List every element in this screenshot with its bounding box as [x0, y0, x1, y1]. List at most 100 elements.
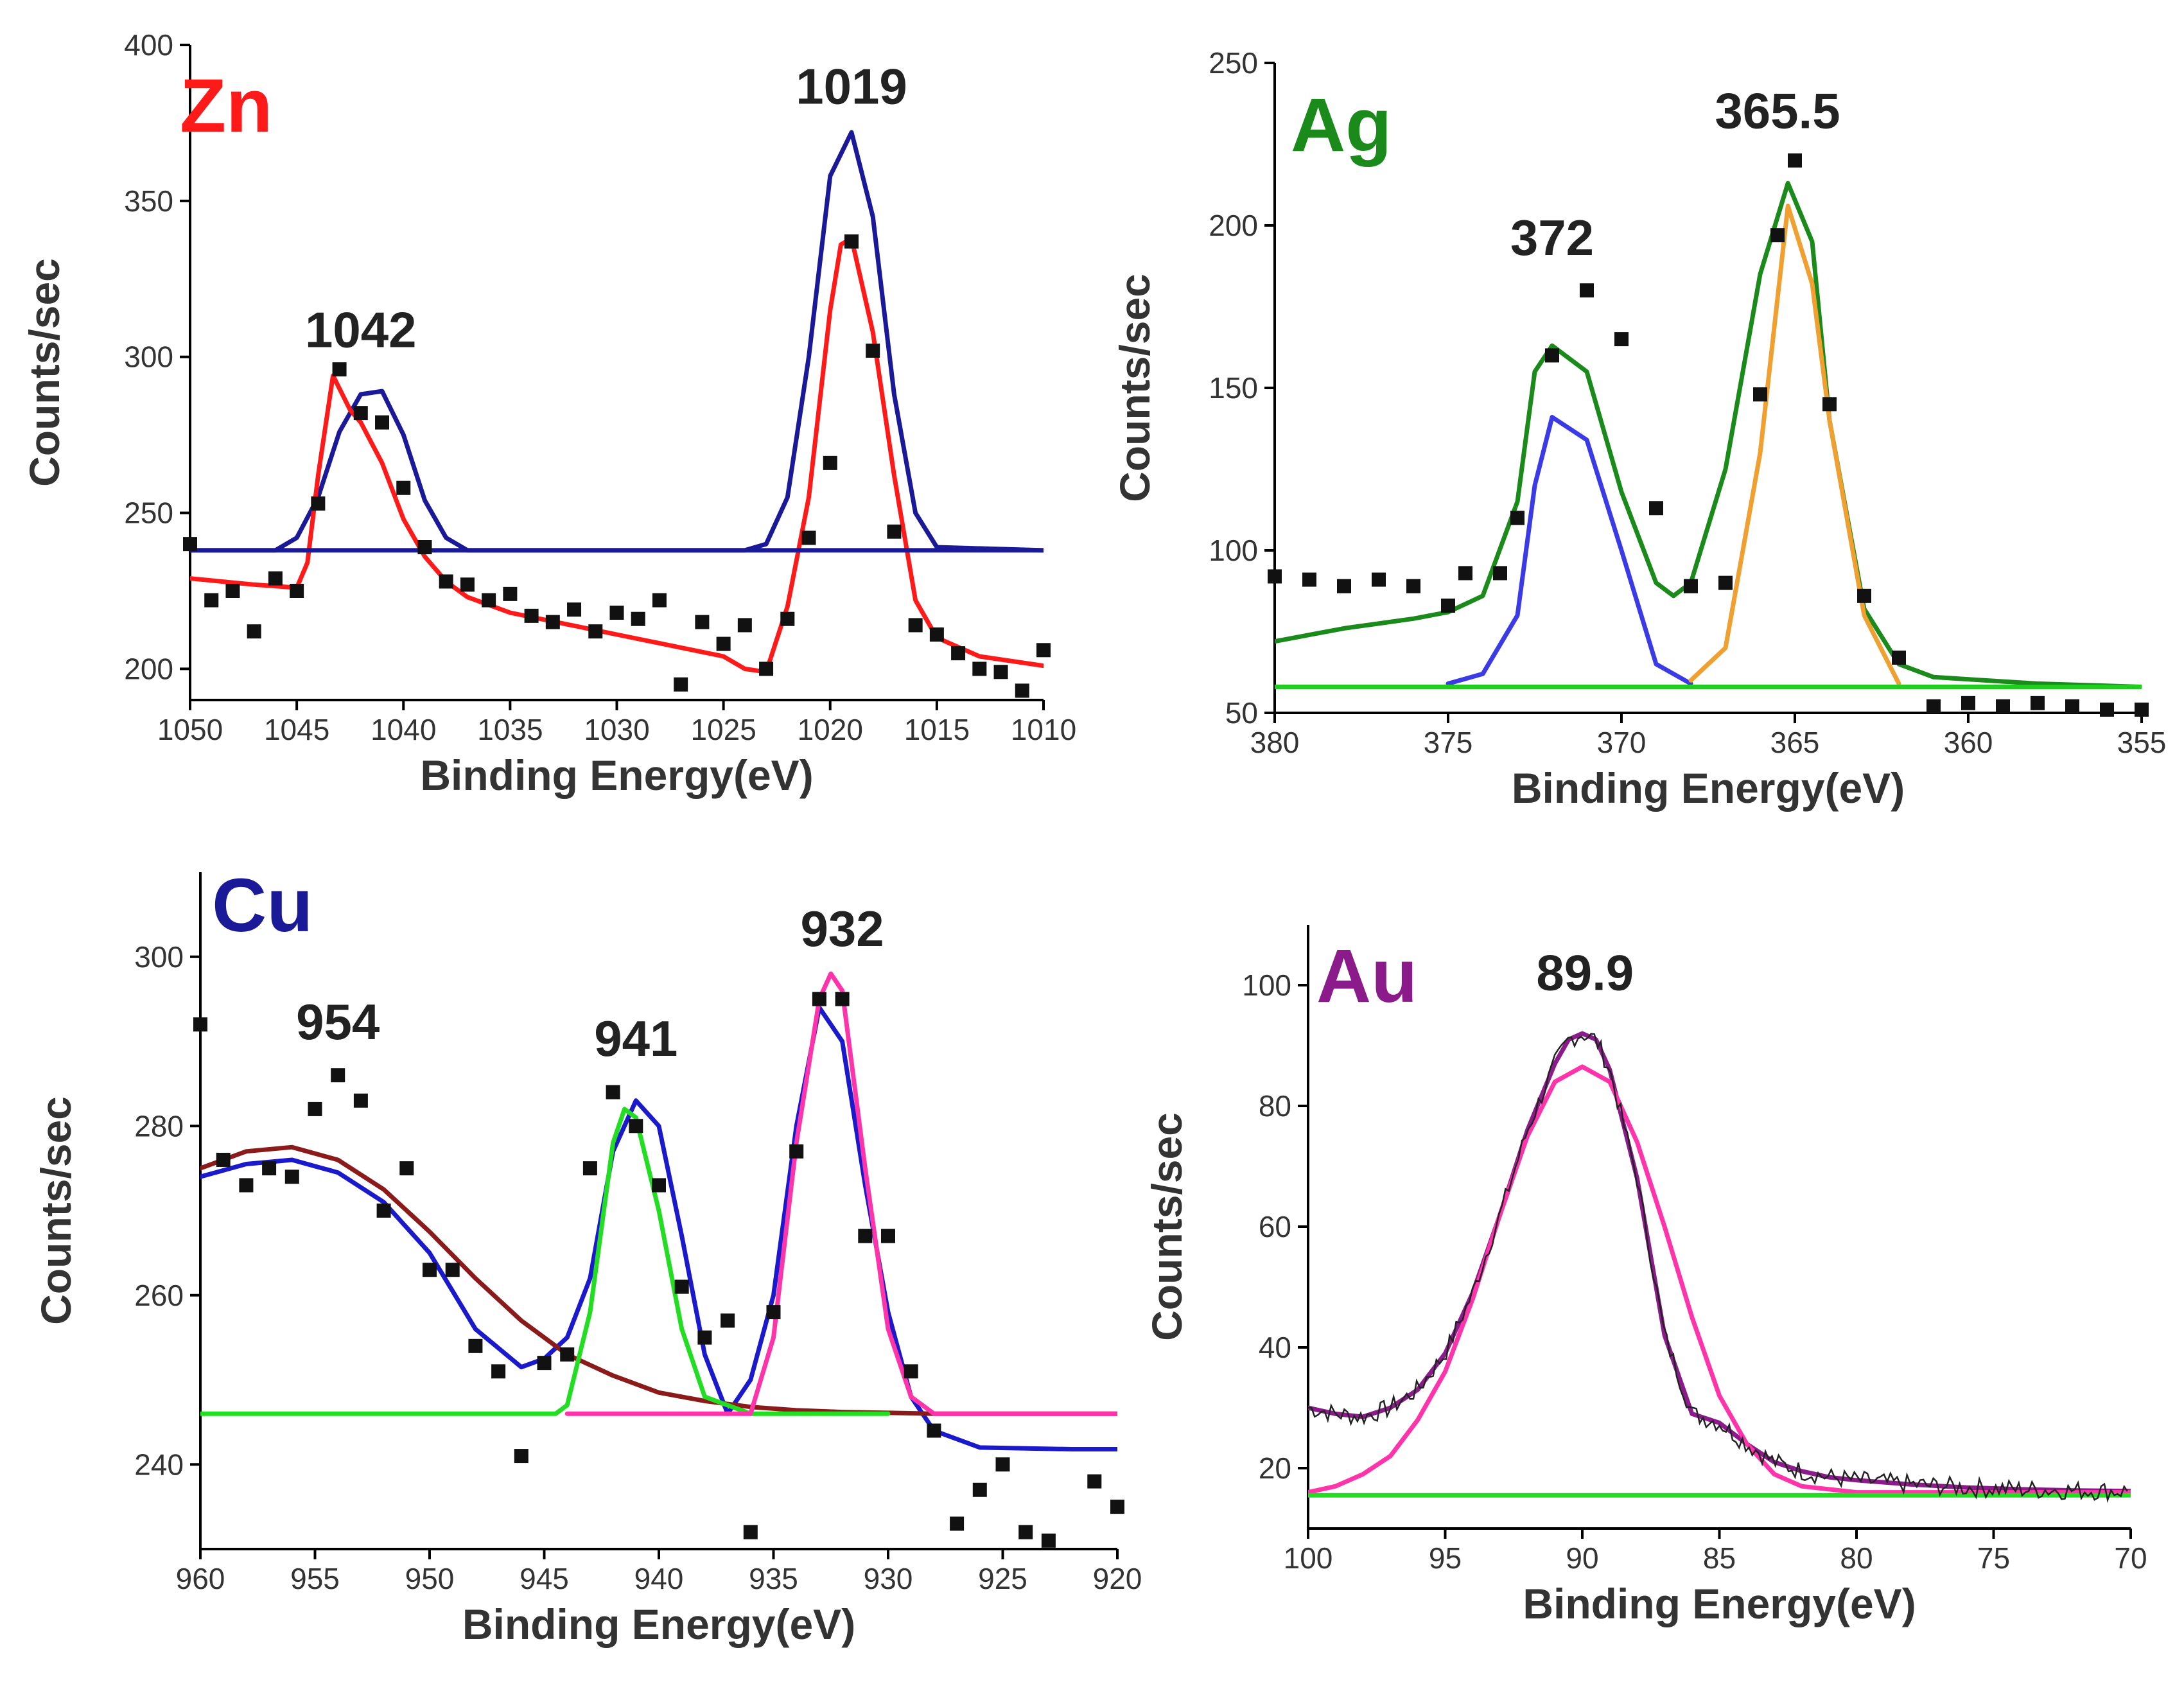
x-tick-label: 80 — [1840, 1541, 1873, 1575]
x-tick-label: 360 — [1944, 726, 1993, 759]
data-point — [716, 636, 731, 651]
axes — [1273, 63, 2142, 714]
data-point — [284, 1170, 299, 1184]
x-axis-title: Binding Energy(eV) — [420, 751, 813, 799]
x-tick-label: 95 — [1429, 1541, 1462, 1575]
data-point — [468, 1338, 483, 1353]
y-axis-title: Counts/sec — [1111, 274, 1158, 502]
data-point — [588, 624, 603, 639]
data-point — [1614, 332, 1629, 347]
series-line-envelope — [1308, 1031, 2131, 1494]
element-label: Ag — [1291, 83, 1392, 168]
x-tick-label: 375 — [1424, 726, 1473, 759]
data-point — [216, 1152, 231, 1167]
data-point — [1406, 579, 1420, 593]
peak-label: 89.9 — [1536, 945, 1634, 1001]
y-tick-label: 240 — [134, 1448, 184, 1481]
data-point — [353, 406, 368, 421]
data-point — [652, 593, 667, 608]
data-point — [881, 1229, 895, 1243]
data-point — [951, 646, 966, 661]
data-point — [674, 1279, 689, 1294]
data-point — [1441, 599, 1455, 613]
y-tick-label: 60 — [1259, 1210, 1291, 1243]
data-point — [1302, 572, 1316, 587]
data-point — [439, 574, 453, 589]
data-point — [1822, 397, 1837, 412]
plot-area — [1275, 180, 2142, 689]
x-tick-label: 1015 — [904, 713, 970, 746]
data-point — [524, 608, 539, 623]
data-point — [1788, 153, 1802, 168]
peak-label: 372 — [1510, 209, 1594, 266]
series-line-peak-365.5 — [1688, 204, 1901, 686]
cu-panel: 960 955 950 945 940 935 930 925 920 240 260 280 300 B… — [32, 863, 1142, 1648]
data-point — [1649, 501, 1663, 516]
data-point — [743, 1525, 758, 1539]
x-tick-label: 940 — [634, 1562, 684, 1595]
data-point — [514, 1449, 529, 1464]
data-point — [1268, 569, 1282, 584]
data-point — [445, 1263, 460, 1277]
data-point — [858, 1229, 873, 1243]
data-point — [835, 992, 850, 1006]
peak-label: 932 — [801, 900, 884, 957]
data-point — [606, 1085, 620, 1100]
peak-label: 1019 — [796, 58, 907, 114]
x-tick-label: 920 — [1093, 1562, 1142, 1595]
data-point — [268, 571, 283, 586]
data-point — [417, 540, 432, 554]
data-point — [844, 234, 859, 249]
data-point — [908, 618, 923, 633]
data-point — [460, 577, 475, 592]
data-point — [823, 455, 837, 470]
data-point — [1718, 575, 1733, 590]
series-line-peak-89.9 — [1308, 1064, 2131, 1495]
data-point — [1493, 566, 1507, 581]
x-tick-label: 945 — [520, 1562, 569, 1595]
y-tick-label: 100 — [1209, 534, 1258, 567]
data-point — [1458, 566, 1472, 581]
data-point — [1337, 579, 1351, 593]
data-point — [609, 606, 624, 620]
x-tick-label: 925 — [978, 1562, 1027, 1595]
x-axis-title: Binding Energy(eV) — [462, 1600, 855, 1648]
data-point — [482, 593, 496, 608]
data-point — [1015, 683, 1029, 698]
x-tick-label: 90 — [1566, 1541, 1598, 1575]
data-point — [239, 1178, 254, 1193]
data-point — [789, 1144, 804, 1159]
data-point — [759, 662, 774, 676]
y-axis-title: Counts/sec — [21, 258, 68, 487]
data-point — [866, 344, 880, 358]
data-point — [812, 992, 826, 1006]
data-point — [631, 611, 645, 626]
element-label: Cu — [212, 863, 313, 948]
data-point — [1041, 1533, 1056, 1548]
zn-panel: 1050 1045 1040 1035 1030 1025 1020 1015 1010 200 2… — [21, 28, 1076, 799]
data-point — [950, 1516, 965, 1531]
x-tick-label: 1020 — [798, 713, 863, 746]
data-point — [353, 1093, 368, 1108]
data-point — [225, 584, 240, 598]
y-tick-label: 200 — [124, 652, 173, 685]
data-point — [1926, 699, 1941, 714]
data-point — [652, 1178, 666, 1193]
data-point — [262, 1161, 277, 1176]
data-point — [537, 1356, 552, 1371]
data-point — [332, 362, 347, 377]
y-tick-label: 80 — [1259, 1089, 1291, 1123]
x-tick-label: 950 — [405, 1562, 455, 1595]
x-tick-label: 1050 — [157, 713, 223, 746]
x-tick-label: 1035 — [477, 713, 543, 746]
y-tick-label: 150 — [1209, 371, 1258, 405]
data-point — [629, 1119, 643, 1134]
data-point — [995, 1457, 1010, 1472]
ag-panel: 380 375 370 365 360 355 50 100 150 200 250 Binding … — [1111, 46, 2166, 812]
data-point — [567, 602, 582, 617]
data-point — [1996, 699, 2010, 714]
x-tick-label: 1010 — [1011, 713, 1076, 746]
series-line-peak-372 — [1446, 415, 1693, 686]
y-tick-label: 300 — [124, 340, 173, 374]
